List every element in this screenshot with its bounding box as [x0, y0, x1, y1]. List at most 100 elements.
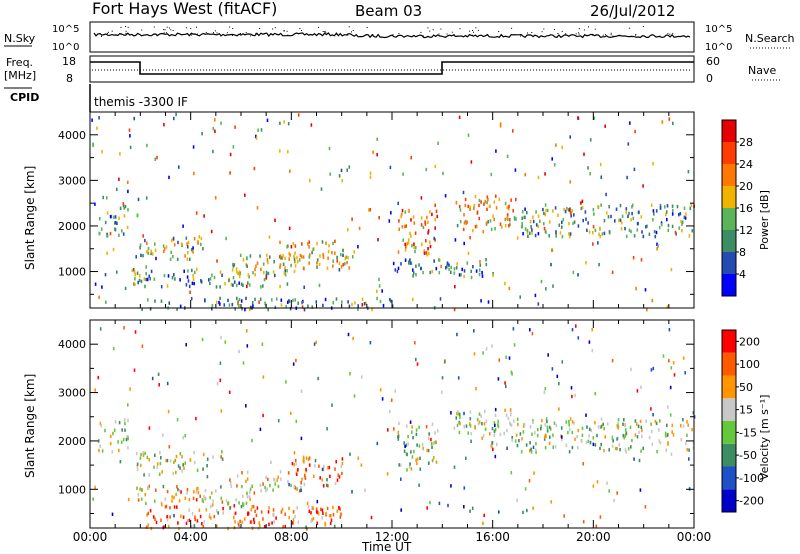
range-gate-cell: [561, 360, 564, 364]
range-gate-cell: [671, 423, 674, 427]
range-gate-cell: [167, 274, 170, 278]
colorbar-segment: [722, 230, 736, 252]
range-gate-cell: [552, 284, 554, 288]
range-gate-cell: [288, 299, 290, 303]
range-gate-cell: [242, 503, 244, 507]
range-gate-cell: [415, 458, 417, 462]
range-gate-cell: [318, 464, 320, 468]
range-gate-cell: [139, 243, 142, 247]
range-gate-cell: [232, 283, 234, 287]
range-gate-cell: [561, 437, 563, 442]
range-gate-cell: [483, 513, 485, 518]
range-gate-cell: [231, 268, 234, 272]
nsky-dot: [469, 30, 471, 32]
nave-tick-bottom: 0: [706, 72, 713, 85]
range-gate-cell: [614, 219, 616, 223]
range-gate-cell: [450, 270, 452, 274]
range-gate-cell: [679, 212, 682, 216]
range-gate-cell: [668, 359, 670, 363]
range-gate-cell: [296, 260, 299, 264]
range-gate-cell: [624, 226, 626, 231]
range-gate-cell: [143, 277, 146, 281]
range-gate-cell: [260, 489, 262, 493]
x-tick-label: 12:00: [375, 530, 410, 544]
range-gate-cell: [369, 171, 372, 175]
range-gate-cell: [453, 426, 456, 430]
range-gate-cell: [293, 269, 296, 274]
range-gate-cell: [571, 420, 574, 424]
range-gate-cell: [469, 417, 472, 421]
range-gate-cell: [283, 120, 285, 124]
range-gate-cell: [290, 483, 292, 488]
range-gate-cell: [337, 473, 340, 477]
range-gate-cell: [305, 456, 308, 460]
colorbar-frame: [721, 329, 737, 513]
range-gate-cell: [336, 255, 338, 260]
range-gate-cell: [389, 409, 391, 414]
range-gate-cell: [224, 340, 227, 344]
range-gate-cell: [462, 190, 465, 195]
range-gate-cell: [191, 268, 193, 273]
range-gate-cell: [595, 524, 598, 528]
range-gate-cell: [545, 417, 548, 421]
range-gate-cell: [168, 445, 171, 449]
range-gate-cell: [431, 458, 434, 463]
range-gate-cell: [531, 432, 533, 436]
range-gate-cell: [277, 419, 280, 423]
range-gate-cell: [671, 430, 673, 434]
range-gate-cell: [286, 269, 288, 273]
range-gate-cell: [397, 434, 400, 438]
range-gate-cell: [594, 443, 597, 447]
range-gate-cell: [249, 307, 251, 312]
range-gate-cell: [615, 446, 617, 451]
range-gate-cell: [433, 236, 435, 241]
range-gate-cell: [659, 419, 661, 423]
range-gate-cell: [574, 437, 576, 441]
range-gate-cell: [163, 273, 166, 278]
range-gate-cell: [575, 324, 577, 328]
range-gate-cell: [448, 267, 450, 272]
range-gate-cell: [682, 418, 684, 422]
range-gate-cell: [404, 224, 406, 229]
range-gate-cell: [221, 450, 223, 454]
range-gate-cell: [118, 448, 120, 453]
range-gate-cell: [268, 522, 270, 526]
range-gate-cell: [112, 346, 115, 351]
range-gate-cell: [573, 220, 576, 224]
nsky-panel: [89, 21, 695, 53]
range-gate-cell: [514, 439, 517, 443]
range-gate-cell: [150, 269, 153, 274]
range-gate-cell: [419, 456, 421, 460]
range-gate-cell: [189, 257, 191, 261]
range-gate-cell: [590, 428, 592, 433]
range-gate-cell: [400, 508, 402, 512]
range-gate-cell: [503, 431, 505, 436]
range-gate-cell: [529, 425, 532, 429]
power-scatter: [91, 112, 695, 312]
range-gate-cell: [202, 452, 205, 457]
range-gate-cell: [140, 488, 143, 492]
y-tick-label: 1000: [58, 266, 86, 279]
nsky-dot: [561, 30, 563, 32]
range-gate-cell: [420, 216, 423, 220]
range-gate-cell: [536, 433, 539, 438]
range-gate-cell: [157, 372, 160, 376]
range-gate-cell: [238, 501, 240, 505]
range-gate-cell: [309, 253, 311, 257]
range-gate-cell: [368, 208, 370, 212]
range-gate-cell: [570, 211, 572, 215]
range-gate-cell: [280, 477, 282, 481]
range-gate-cell: [658, 428, 660, 432]
nsky-dot: [459, 28, 461, 30]
range-gate-cell: [400, 214, 402, 219]
range-gate-cell: [470, 269, 472, 274]
nave-label: Nave: [748, 64, 776, 77]
nsky-dot: [125, 32, 127, 34]
nsky-dot: [610, 32, 612, 34]
range-gate-cell: [544, 387, 547, 391]
range-gate-cell: [252, 271, 254, 275]
range-gate-cell: [196, 468, 199, 472]
range-gate-cell: [603, 219, 606, 223]
nsky-dot: [612, 35, 614, 37]
